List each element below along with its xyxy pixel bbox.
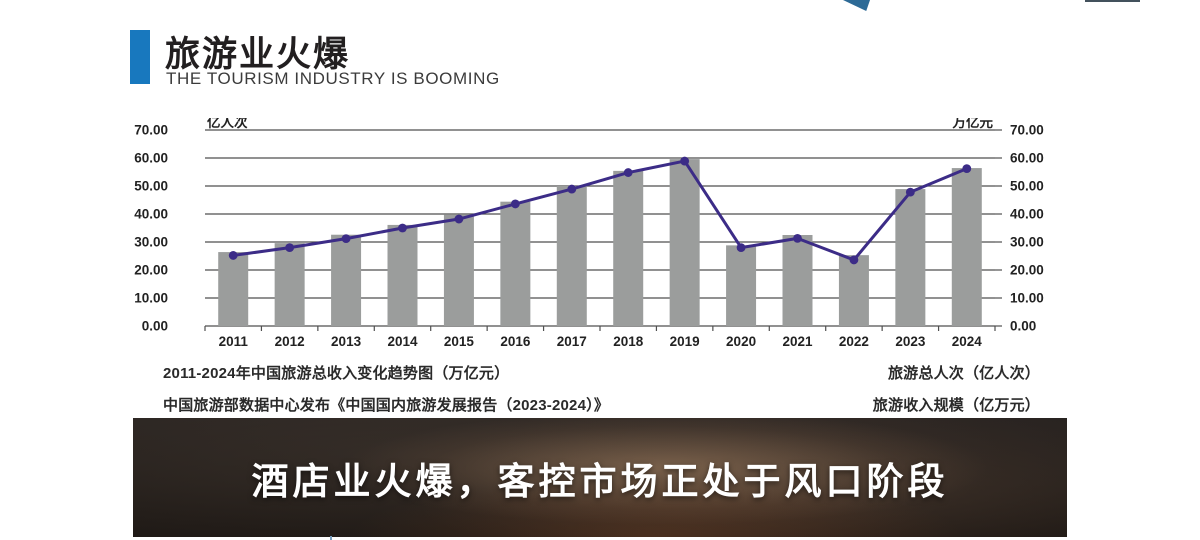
y-axis-label-left: 60.00 xyxy=(134,151,168,166)
bar-2017 xyxy=(556,186,587,326)
right-axis-unit-label: 万亿元 xyxy=(952,118,994,130)
x-axis-label: 2015 xyxy=(444,334,475,349)
line-marker-2021 xyxy=(793,233,802,243)
y-axis-label-left: 70.00 xyxy=(134,123,168,138)
paper-plane-logo-fragment-icon xyxy=(843,0,870,11)
line-marker-2016 xyxy=(510,199,520,209)
legend-total-trips: 旅游总人次（亿人次） xyxy=(887,365,1040,382)
line-marker-2015 xyxy=(454,214,464,224)
x-axis-label: 2016 xyxy=(500,334,531,349)
line-marker-2023 xyxy=(905,187,915,197)
line-marker-2012 xyxy=(285,243,295,252)
y-axis-label-left: 0.00 xyxy=(142,319,168,334)
y-axis-label-left: 40.00 xyxy=(134,207,168,222)
revenue-line xyxy=(233,159,968,262)
bar-2024 xyxy=(951,168,982,326)
x-axis-label: 2019 xyxy=(670,334,700,349)
y-axis-label-right: 10.00 xyxy=(1010,291,1044,306)
x-axis-label: 2021 xyxy=(782,334,813,349)
y-axis-label-left: 30.00 xyxy=(134,235,168,250)
x-axis-label: 2011 xyxy=(219,334,249,349)
left-axis-unit-label: 亿人次 xyxy=(207,118,248,130)
y-axis-label-left: 50.00 xyxy=(134,179,168,194)
bar-2012 xyxy=(274,243,305,326)
bar-2011 xyxy=(218,252,249,326)
bar-2018 xyxy=(613,170,644,326)
bar-2022 xyxy=(838,255,869,326)
y-axis-label-right: 40.00 xyxy=(1010,207,1044,222)
y-axis-label-right: 60.00 xyxy=(1010,151,1044,166)
y-axis-label-right: 20.00 xyxy=(1010,263,1044,278)
line-marker-2020 xyxy=(736,243,746,252)
chart-canvas: 0.00 0.00 10.00 10.00 20.00 20.00 30.00 30.00 40… xyxy=(134,118,1044,349)
x-axis-label: 2018 xyxy=(613,334,644,349)
x-axis-label: 2014 xyxy=(387,334,418,349)
x-axis-label: 2013 xyxy=(331,334,362,349)
bar-2015 xyxy=(443,214,474,326)
bar-2013 xyxy=(331,234,362,326)
line-marker-2011 xyxy=(228,251,238,260)
x-axis-label: 2022 xyxy=(839,334,869,349)
y-axis-label-right: 0.00 xyxy=(1010,319,1036,334)
bar-2023 xyxy=(895,189,926,326)
bar-2020 xyxy=(726,245,757,326)
bar-2021 xyxy=(782,235,813,326)
chart-source-title: 2011-2024年中国旅游总收入变化趋势图（万亿元） xyxy=(163,365,510,382)
tourism-trend-chart: 0.00 0.00 10.00 10.00 20.00 20.00 30.00 30.00 40… xyxy=(130,118,1080,358)
bar-2014 xyxy=(387,224,418,326)
y-axis-label-left: 20.00 xyxy=(134,263,168,278)
page-title: 旅游业火爆 xyxy=(165,35,351,74)
bar-2016 xyxy=(500,201,531,326)
line-marker-2019 xyxy=(680,156,690,166)
chart-source-report: 中国旅游部数据中心发布《中国国内旅游发展报告（2023-2024）》 xyxy=(163,397,610,414)
title-accent-bar xyxy=(130,30,150,84)
y-axis-label-right: 50.00 xyxy=(1010,179,1044,194)
hotel-market-banner: 酒店业火爆，客控市场正处于风口阶段 xyxy=(133,418,1067,537)
line-marker-2014 xyxy=(398,223,407,233)
top-edge-artifact xyxy=(1085,0,1140,2)
y-axis-label-right: 70.00 xyxy=(1010,123,1044,138)
banner-headline: 酒店业火爆，客控市场正处于风口阶段 xyxy=(251,460,949,502)
x-axis-label: 2017 xyxy=(557,334,587,349)
legend-revenue-scale: 旅游收入规模（亿万元） xyxy=(872,397,1040,414)
line-marker-2024 xyxy=(962,164,972,174)
y-axis-label-right: 30.00 xyxy=(1010,235,1044,250)
line-marker-2022 xyxy=(849,255,859,265)
page-subtitle: THE TOURISM INDUSTRY IS BOOMING xyxy=(166,69,500,88)
line-marker-2018 xyxy=(623,168,633,177)
x-axis-label: 2023 xyxy=(895,334,926,349)
y-axis-label-left: 10.00 xyxy=(134,291,168,306)
line-marker-2017 xyxy=(567,184,577,194)
bottom-edge-tick xyxy=(330,536,332,540)
bar-2019 xyxy=(669,159,700,326)
x-axis-label: 2012 xyxy=(275,334,305,349)
x-axis-label: 2024 xyxy=(952,334,983,349)
line-marker-2013 xyxy=(341,234,351,244)
x-axis-label: 2020 xyxy=(726,334,756,349)
